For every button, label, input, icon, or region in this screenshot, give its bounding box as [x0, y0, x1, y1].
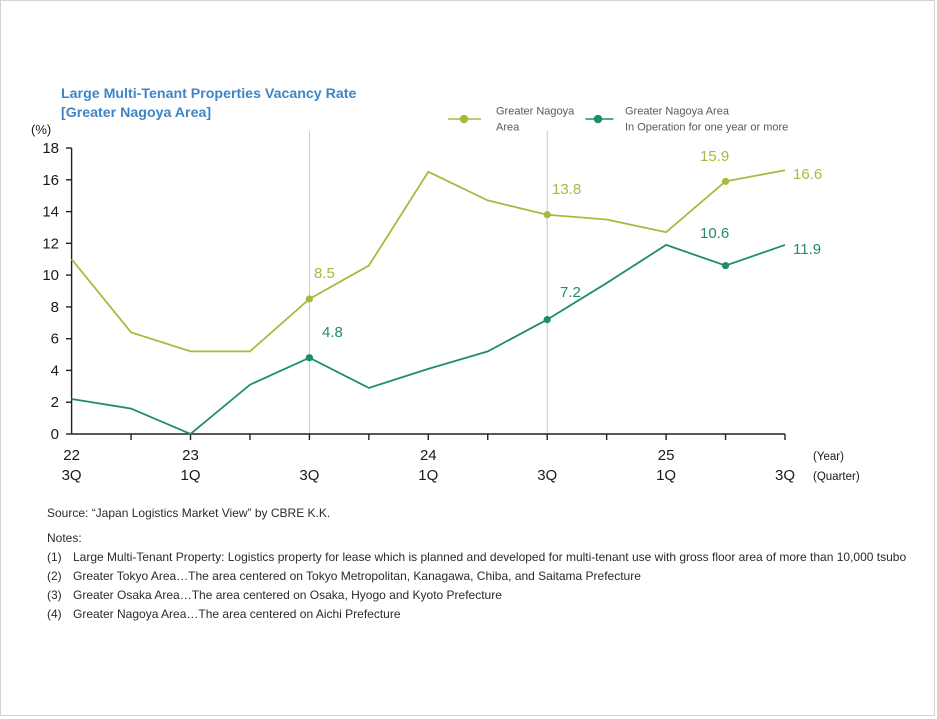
svg-text:15.9: 15.9 — [700, 148, 729, 165]
svg-text:8: 8 — [51, 299, 59, 316]
svg-text:(Year): (Year) — [813, 451, 844, 463]
svg-text:16: 16 — [42, 172, 59, 189]
svg-text:Greater Nagoya: Greater Nagoya — [496, 106, 575, 118]
svg-text:Greater Nagoya Area: Greater Nagoya Area — [625, 106, 730, 118]
svg-text:(%): (%) — [31, 122, 51, 137]
svg-text:13.8: 13.8 — [552, 181, 581, 198]
svg-text:3Q: 3Q — [62, 467, 82, 484]
svg-text:4.8: 4.8 — [322, 324, 343, 341]
svg-text:2: 2 — [51, 394, 59, 411]
svg-text:14: 14 — [42, 204, 59, 221]
svg-text:24: 24 — [420, 447, 437, 464]
svg-text:(Quarter): (Quarter) — [813, 471, 860, 483]
svg-text:8.5: 8.5 — [314, 265, 335, 282]
svg-text:4: 4 — [51, 362, 59, 379]
svg-text:1Q: 1Q — [418, 467, 438, 484]
svg-text:3Q: 3Q — [537, 467, 557, 484]
svg-text:12: 12 — [42, 235, 59, 252]
svg-text:22: 22 — [63, 447, 80, 464]
svg-text:10: 10 — [42, 267, 59, 284]
svg-text:3Q: 3Q — [775, 467, 795, 484]
svg-text:1Q: 1Q — [180, 467, 200, 484]
svg-text:23: 23 — [182, 447, 199, 464]
svg-text:In Operation for one year or m: In Operation for one year or more — [625, 122, 788, 134]
svg-text:11.9: 11.9 — [793, 241, 821, 258]
svg-text:0: 0 — [51, 426, 59, 443]
svg-text:10.6: 10.6 — [700, 225, 729, 242]
svg-text:18: 18 — [42, 140, 59, 157]
svg-text:7.2: 7.2 — [560, 284, 581, 301]
svg-text:Area: Area — [496, 122, 520, 134]
svg-text:16.6: 16.6 — [793, 166, 822, 183]
svg-text:25: 25 — [658, 447, 675, 464]
svg-text:6: 6 — [51, 331, 59, 348]
svg-text:3Q: 3Q — [299, 467, 319, 484]
svg-text:1Q: 1Q — [656, 467, 676, 484]
